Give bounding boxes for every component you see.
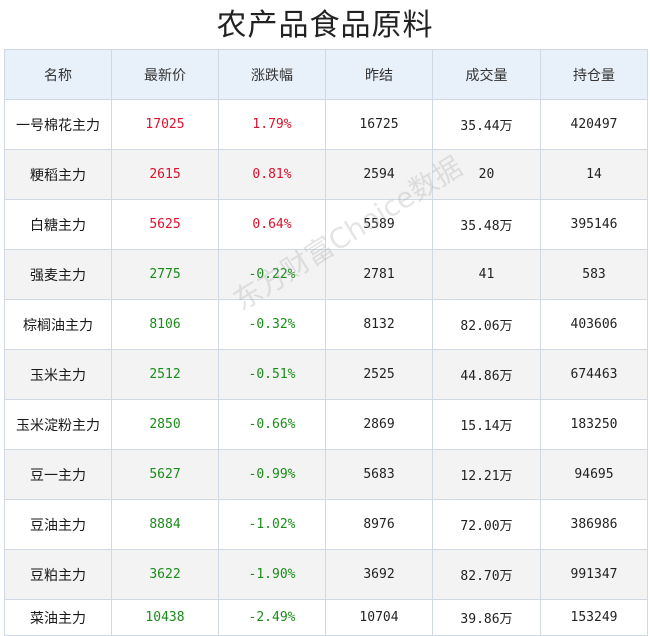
cell-open-interest: 153249 — [540, 599, 648, 636]
quote-table: 名称 最新价 涨跌幅 昨结 成交量 持仓量 一号棉花主力 17025 1.79% 16… — [4, 49, 648, 636]
cell-price: 3622 — [111, 549, 219, 600]
cell-volume: 82.06万 — [432, 299, 541, 350]
table-row[interactable]: 豆一主力 5627 -0.99% 5683 12.21万 94695 — [4, 449, 648, 500]
cell-name: 豆粕主力 — [4, 549, 112, 600]
cell-prev-settle: 2781 — [325, 249, 433, 300]
cell-open-interest: 183250 — [540, 399, 648, 450]
cell-name: 一号棉花主力 — [4, 99, 112, 150]
cell-volume: 44.86万 — [432, 349, 541, 400]
cell-price: 5625 — [111, 199, 219, 250]
cell-change: -1.90% — [218, 549, 326, 600]
cell-name: 强麦主力 — [4, 249, 112, 300]
cell-open-interest: 386986 — [540, 499, 648, 550]
table-row[interactable]: 白糖主力 5625 0.64% 5589 35.48万 395146 — [4, 199, 648, 250]
cell-open-interest: 674463 — [540, 349, 648, 400]
page-title: 农产品食品原料 — [216, 8, 434, 43]
cell-prev-settle: 2869 — [325, 399, 433, 450]
cell-price: 2615 — [111, 149, 219, 200]
cell-prev-settle: 2525 — [325, 349, 433, 400]
table-row[interactable]: 棕榈油主力 8106 -0.32% 8132 82.06万 403606 — [4, 299, 648, 350]
cell-open-interest: 395146 — [540, 199, 648, 250]
cell-price: 8106 — [111, 299, 219, 350]
cell-price: 2850 — [111, 399, 219, 450]
cell-volume: 12.21万 — [432, 449, 541, 500]
cell-name: 菜油主力 — [4, 599, 112, 636]
cell-prev-settle: 3692 — [325, 549, 433, 600]
cell-open-interest: 94695 — [540, 449, 648, 500]
cell-prev-settle: 2594 — [325, 149, 433, 200]
cell-change: -2.49% — [218, 599, 326, 636]
cell-prev-settle: 5589 — [325, 199, 433, 250]
header-volume[interactable]: 成交量 — [432, 49, 541, 100]
cell-open-interest: 420497 — [540, 99, 648, 150]
header-name[interactable]: 名称 — [4, 49, 112, 100]
header-change[interactable]: 涨跌幅 — [218, 49, 326, 100]
cell-prev-settle: 5683 — [325, 449, 433, 500]
header-prev-settle[interactable]: 昨结 — [325, 49, 433, 100]
cell-name: 粳稻主力 — [4, 149, 112, 200]
cell-volume: 39.86万 — [432, 599, 541, 636]
cell-volume: 35.44万 — [432, 99, 541, 150]
cell-change: -0.99% — [218, 449, 326, 500]
cell-volume: 82.70万 — [432, 549, 541, 600]
table-row[interactable]: 一号棉花主力 17025 1.79% 16725 35.44万 420497 — [4, 99, 648, 150]
cell-change: -0.51% — [218, 349, 326, 400]
cell-open-interest: 14 — [540, 149, 648, 200]
cell-volume: 20 — [432, 149, 541, 200]
table-row[interactable]: 菜油主力 10438 -2.49% 10704 39.86万 153249 — [4, 599, 648, 636]
cell-name: 白糖主力 — [4, 199, 112, 250]
cell-change: 0.81% — [218, 149, 326, 200]
cell-volume: 15.14万 — [432, 399, 541, 450]
cell-change: -0.66% — [218, 399, 326, 450]
table-row[interactable]: 玉米淀粉主力 2850 -0.66% 2869 15.14万 183250 — [4, 399, 648, 450]
cell-volume: 35.48万 — [432, 199, 541, 250]
cell-change: -0.32% — [218, 299, 326, 350]
cell-open-interest: 991347 — [540, 549, 648, 600]
cell-change: -0.22% — [218, 249, 326, 300]
cell-price: 10438 — [111, 599, 219, 636]
cell-name: 玉米淀粉主力 — [4, 399, 112, 450]
cell-prev-settle: 8132 — [325, 299, 433, 350]
cell-prev-settle: 16725 — [325, 99, 433, 150]
cell-volume: 72.00万 — [432, 499, 541, 550]
cell-change: 1.79% — [218, 99, 326, 150]
cell-open-interest: 403606 — [540, 299, 648, 350]
table-row[interactable]: 豆粕主力 3622 -1.90% 3692 82.70万 991347 — [4, 549, 648, 600]
cell-change: 0.64% — [218, 199, 326, 250]
header-row: 名称 最新价 涨跌幅 昨结 成交量 持仓量 — [4, 49, 648, 100]
cell-price: 17025 — [111, 99, 219, 150]
table-row[interactable]: 玉米主力 2512 -0.51% 2525 44.86万 674463 — [4, 349, 648, 400]
cell-name: 豆一主力 — [4, 449, 112, 500]
header-price[interactable]: 最新价 — [111, 49, 219, 100]
table-row[interactable]: 粳稻主力 2615 0.81% 2594 20 14 — [4, 149, 648, 200]
cell-price: 2512 — [111, 349, 219, 400]
cell-prev-settle: 8976 — [325, 499, 433, 550]
cell-name: 玉米主力 — [4, 349, 112, 400]
cell-price: 2775 — [111, 249, 219, 300]
cell-price: 5627 — [111, 449, 219, 500]
cell-prev-settle: 10704 — [325, 599, 433, 636]
table-row[interactable]: 强麦主力 2775 -0.22% 2781 41 583 — [4, 249, 648, 300]
cell-name: 棕榈油主力 — [4, 299, 112, 350]
cell-name: 豆油主力 — [4, 499, 112, 550]
cell-volume: 41 — [432, 249, 541, 300]
cell-open-interest: 583 — [540, 249, 648, 300]
cell-change: -1.02% — [218, 499, 326, 550]
table-row[interactable]: 豆油主力 8884 -1.02% 8976 72.00万 386986 — [4, 499, 648, 550]
header-open-interest[interactable]: 持仓量 — [540, 49, 648, 100]
cell-price: 8884 — [111, 499, 219, 550]
